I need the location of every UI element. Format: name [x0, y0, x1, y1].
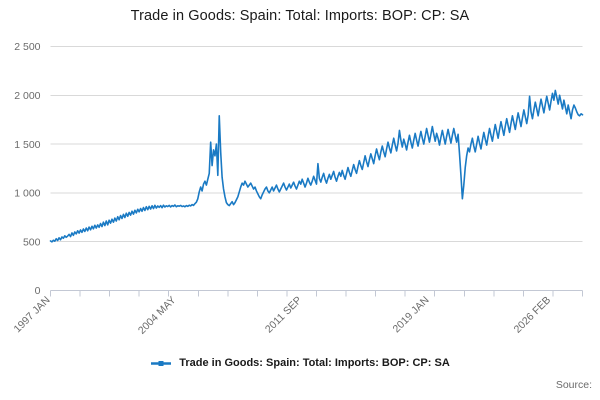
x-axis-tick-label: 2011 SEP [263, 294, 304, 335]
y-axis-tick-label: 1 000 [14, 188, 40, 200]
data-series [49, 89, 584, 243]
legend-entry-label: Trade in Goods: Spain: Total: Imports: B… [179, 357, 450, 369]
x-axis-tick-label: 2004 MAY [136, 294, 179, 337]
x-axis-tick-label: 2026 FEB [512, 294, 554, 336]
legend-line-marker-icon [151, 360, 172, 366]
y-axis-tick-label: 500 [23, 236, 41, 248]
chart-legend: Trade in Goods: Spain: Total: Imports: B… [0, 357, 600, 369]
y-axis-tick-labels: 0 500 1 000 1 500 2 000 2 500 [14, 41, 40, 297]
chart-title: Trade in Goods: Spain: Total: Imports: B… [130, 8, 470, 24]
x-axis-tick-label: 2019 JAN [390, 294, 431, 335]
y-axis-tick-label: 0 [35, 285, 41, 297]
source-label: Source: [555, 379, 592, 391]
x-axis-tick-labels: 1997 JAN 2004 MAY 2011 SEP 2019 JAN 2026 FEB [12, 294, 554, 337]
x-axis [50, 290, 583, 297]
gridlines [50, 46, 583, 291]
y-axis-tick-label: 2 500 [14, 41, 40, 53]
x-axis-tick-label: 1997 JAN [12, 294, 53, 335]
y-axis-tick-label: 1 500 [14, 139, 40, 151]
series-line-0 [49, 89, 584, 243]
y-axis-tick-label: 2 000 [14, 90, 40, 102]
